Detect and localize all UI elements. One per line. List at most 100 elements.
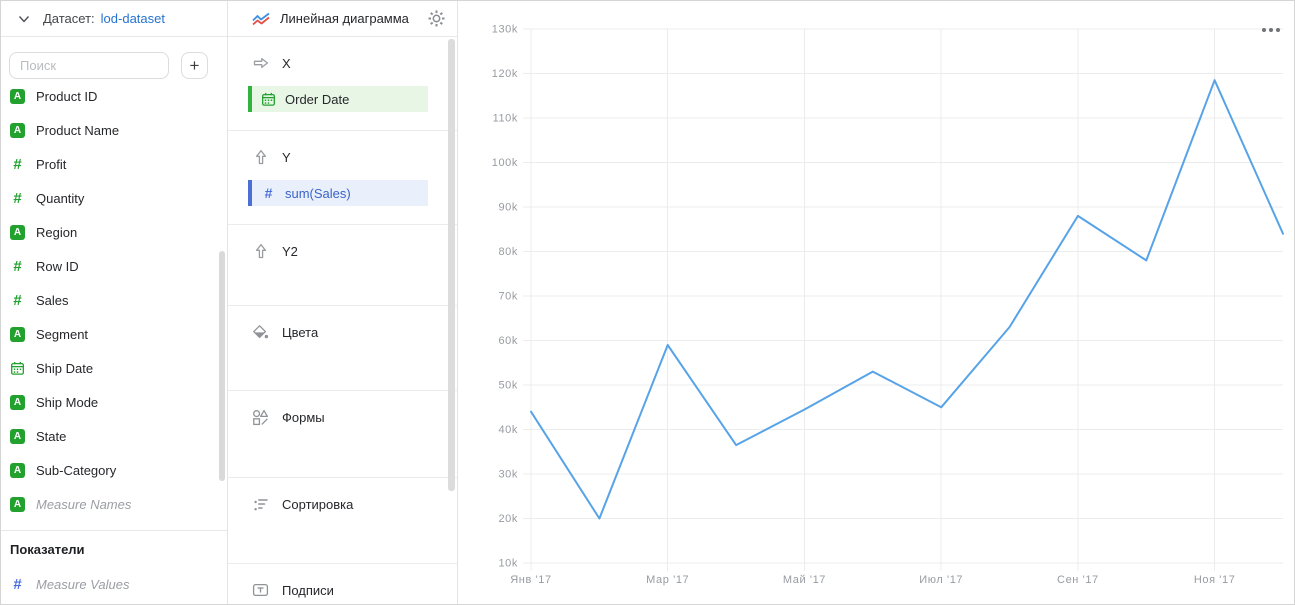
section-y-label: Y bbox=[282, 149, 291, 165]
field-pill-sum-sales[interactable]: # sum(Sales) bbox=[248, 180, 428, 206]
field-pill-order-date[interactable]: Order Date bbox=[248, 86, 428, 112]
section-colors[interactable]: Цвета bbox=[228, 306, 457, 391]
section-x[interactable]: X Order Date bbox=[228, 37, 457, 131]
field-item[interactable]: A Product ID bbox=[1, 79, 227, 113]
field-item[interactable]: A Measure Names bbox=[1, 487, 227, 521]
dimension-text-icon: A bbox=[10, 224, 25, 240]
field-pill-label: Order Date bbox=[285, 91, 350, 107]
chart-menu-button[interactable] bbox=[1259, 25, 1283, 35]
field-item-label: Profit bbox=[36, 156, 67, 172]
field-item[interactable]: A Product Name bbox=[1, 113, 227, 147]
section-shapes-label: Формы bbox=[282, 409, 325, 425]
field-item-label: Segment bbox=[36, 326, 89, 342]
measure-number-icon: # bbox=[13, 575, 22, 593]
measure-number-icon: # bbox=[13, 257, 22, 275]
date-icon bbox=[11, 361, 24, 375]
ellipsis-icon bbox=[1262, 28, 1266, 32]
field-item-label: Measure Values bbox=[36, 576, 130, 592]
paint-bucket-icon bbox=[252, 324, 269, 340]
y-axis-tick-label: 70k bbox=[498, 291, 518, 303]
dimension-text-icon: A bbox=[10, 122, 25, 138]
section-sort[interactable]: Сортировка bbox=[228, 478, 457, 564]
y-axis-tick-label: 50k bbox=[498, 380, 518, 392]
measure-number-icon: # bbox=[13, 155, 22, 173]
field-item-label: Product Name bbox=[36, 122, 120, 138]
section-x-label: X bbox=[282, 55, 291, 71]
arrow-up-icon bbox=[252, 149, 269, 165]
field-search-input[interactable] bbox=[9, 52, 169, 79]
ellipsis-icon bbox=[1269, 28, 1273, 32]
field-item[interactable]: A Sub-Category bbox=[1, 453, 227, 487]
measures-section-title: Показатели bbox=[10, 541, 85, 557]
dataset-label: Датасет: bbox=[43, 11, 95, 26]
x-axis-tick-label: Мар '17 bbox=[646, 574, 689, 586]
dimension-text-icon: A bbox=[10, 326, 25, 342]
sales-line-series[interactable] bbox=[530, 79, 1284, 520]
section-labels-label: Подписи bbox=[282, 582, 334, 598]
add-field-button[interactable]: + bbox=[181, 52, 208, 79]
dataset-panel: Датасет: lod-dataset + A Product ID A Produ… bbox=[1, 1, 228, 604]
field-item[interactable]: # Row ID bbox=[1, 249, 227, 283]
y-axis-tick-label: 120k bbox=[492, 68, 518, 80]
x-axis-tick-label: Сен '17 bbox=[1057, 574, 1099, 586]
field-item-label: Product ID bbox=[36, 88, 98, 104]
field-item-label: State bbox=[36, 428, 67, 444]
y-axis-tick-label: 60k bbox=[498, 335, 518, 347]
field-item[interactable]: # Quantity bbox=[1, 181, 227, 215]
chart-preview-panel[interactable]: 10k 20k 30k 40k 50k 60k 70k 80k 90k 100k 110k 120k 1… bbox=[458, 1, 1295, 605]
section-y[interactable]: Y # sum(Sales) bbox=[228, 131, 457, 225]
dimension-text-icon: A bbox=[10, 462, 25, 478]
field-item-label: Sales bbox=[36, 292, 69, 308]
field-item-label: Measure Names bbox=[36, 496, 132, 512]
section-shapes[interactable]: Формы bbox=[228, 391, 457, 478]
measure-number-icon: # bbox=[13, 291, 22, 309]
chart-settings-button[interactable] bbox=[428, 10, 445, 27]
y-axis-tick-label: 100k bbox=[492, 157, 518, 169]
section-colors-label: Цвета bbox=[282, 324, 319, 340]
date-icon bbox=[262, 92, 275, 106]
y-axis-tick-label: 110k bbox=[493, 113, 518, 125]
measures-divider bbox=[1, 530, 227, 531]
field-item[interactable]: # Sales bbox=[1, 283, 227, 317]
field-pill-label: sum(Sales) bbox=[285, 185, 351, 201]
section-y2-label: Y2 bbox=[282, 243, 298, 259]
y-axis-tick-label: 30k bbox=[498, 469, 518, 481]
ellipsis-icon bbox=[1276, 28, 1280, 32]
y-axis-tick-label: 10k bbox=[498, 558, 518, 570]
y-axis-tick-label: 90k bbox=[498, 202, 518, 214]
config-panel-scrollbar[interactable] bbox=[448, 39, 455, 491]
field-item[interactable]: A Ship Mode bbox=[1, 385, 227, 419]
chevron-down-icon[interactable] bbox=[17, 12, 31, 26]
x-axis-tick-label: Июл '17 bbox=[919, 574, 963, 586]
chart-config-panel: Линейная диаграмма X bbox=[228, 1, 458, 604]
section-labels[interactable]: Подписи bbox=[228, 564, 457, 604]
dataset-header: Датасет: lod-dataset bbox=[1, 1, 227, 37]
field-item[interactable]: # Profit bbox=[1, 147, 227, 181]
y-axis-tick-label: 20k bbox=[498, 513, 518, 525]
x-axis-tick-label: Янв '17 bbox=[510, 574, 551, 586]
field-item[interactable]: # Measure Values bbox=[1, 567, 227, 601]
field-item[interactable]: Ship Date bbox=[1, 351, 227, 385]
sort-icon bbox=[252, 496, 269, 512]
dimension-text-icon: A bbox=[10, 88, 25, 104]
shapes-icon bbox=[252, 409, 269, 426]
field-item-label: Region bbox=[36, 224, 78, 240]
field-item[interactable]: A Segment bbox=[1, 317, 227, 351]
measure-number-icon: # bbox=[264, 185, 273, 201]
y-axis-tick-label: 80k bbox=[498, 246, 518, 258]
section-y2[interactable]: Y2 bbox=[228, 225, 457, 306]
field-item[interactable]: A State bbox=[1, 419, 227, 453]
field-item-label: Ship Date bbox=[36, 360, 94, 376]
field-item-label: Sub-Category bbox=[36, 462, 117, 478]
x-axis-tick-label: Ноя '17 bbox=[1194, 574, 1236, 586]
measure-list: # Measure Values bbox=[1, 567, 227, 601]
x-axis-tick-label: Май '17 bbox=[783, 574, 826, 586]
field-item[interactable]: A Region bbox=[1, 215, 227, 249]
line-chart-canvas[interactable]: 10k 20k 30k 40k 50k 60k 70k 80k 90k 100k 110k 120k 1… bbox=[458, 1, 1295, 605]
dataset-name-link[interactable]: lod-dataset bbox=[100, 11, 165, 26]
y-axis-tick-label: 40k bbox=[498, 424, 518, 436]
dataset-panel-scrollbar[interactable] bbox=[219, 251, 225, 481]
dimension-text-icon: A bbox=[10, 394, 25, 410]
line-chart-icon[interactable] bbox=[252, 11, 271, 27]
